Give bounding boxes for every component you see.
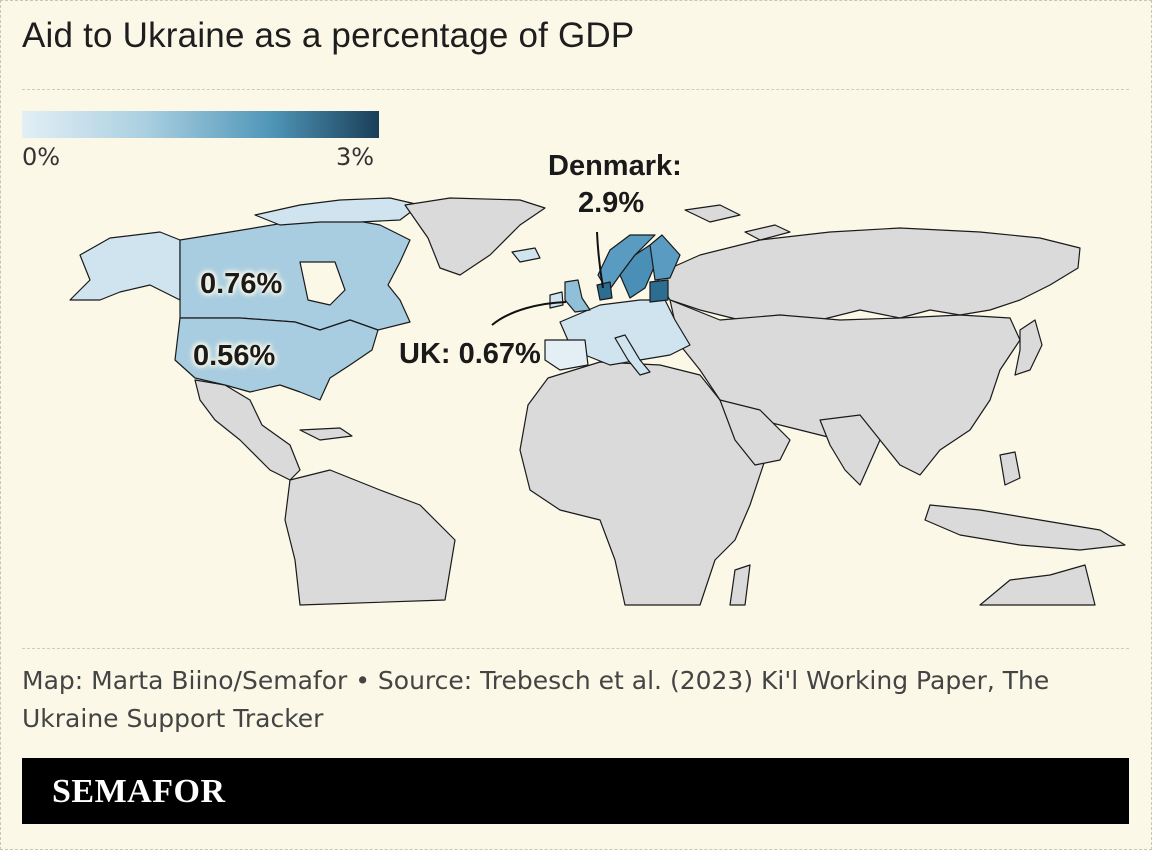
country-shape-arabia bbox=[719, 399, 791, 466]
country-shape-ireland bbox=[549, 291, 564, 309]
country-shape-denmark bbox=[596, 281, 613, 301]
country-shape-usa bbox=[174, 317, 379, 401]
country-shape-greenland bbox=[404, 197, 546, 276]
world-map bbox=[69, 197, 1126, 606]
country-shape-spain bbox=[544, 339, 589, 371]
country-shape-alaska bbox=[69, 231, 181, 301]
usa-value-label: 0.56% bbox=[193, 340, 276, 372]
source-divider bbox=[22, 648, 1129, 649]
legend-min-label: 0% bbox=[22, 143, 61, 171]
country-shape-iceland bbox=[511, 247, 541, 263]
country-shape-australia bbox=[979, 564, 1096, 606]
country-shape-baltics bbox=[649, 279, 669, 303]
hudson-bay bbox=[299, 261, 346, 306]
chart-title: Aid to Ukraine as a percentage of GDP bbox=[22, 16, 635, 55]
country-shape-novaya-zemlya bbox=[744, 224, 791, 241]
country-shape-finland bbox=[649, 234, 681, 281]
legend-gradient-bar bbox=[22, 111, 379, 138]
country-shape-uk bbox=[564, 279, 591, 313]
canada-value-label: 0.76% bbox=[200, 268, 283, 300]
denmark-label: Denmark: bbox=[548, 150, 682, 182]
country-shape-russia bbox=[654, 227, 1081, 321]
title-divider bbox=[22, 89, 1129, 90]
country-shape-indonesia bbox=[924, 504, 1126, 551]
semafor-logo: SEMAFOR bbox=[52, 773, 226, 810]
country-shape-svalbard bbox=[684, 204, 741, 223]
country-shape-south-america bbox=[284, 469, 456, 606]
country-shape-philippines bbox=[999, 451, 1021, 486]
country-shape-madagascar bbox=[729, 564, 751, 606]
legend-max-label: 3% bbox=[336, 143, 375, 171]
uk-value-label: UK: 0.67% bbox=[399, 338, 541, 370]
country-shape-mexico bbox=[194, 379, 301, 481]
brand-footer: SEMAFOR bbox=[22, 758, 1129, 824]
country-shape-india bbox=[819, 414, 881, 486]
country-shape-italy bbox=[614, 334, 651, 376]
country-shape-cuba bbox=[299, 427, 353, 441]
country-shape-arctic-islands bbox=[254, 197, 421, 226]
denmark-value: 2.9% bbox=[578, 187, 645, 219]
denmark-leader-line bbox=[596, 231, 604, 289]
source-note: Map: Marta Biino/Semafor • Source: Trebe… bbox=[22, 666, 1050, 733]
country-shape-japan bbox=[1014, 319, 1043, 376]
uk-leader-line bbox=[491, 301, 567, 326]
country-shape-africa bbox=[519, 361, 766, 606]
